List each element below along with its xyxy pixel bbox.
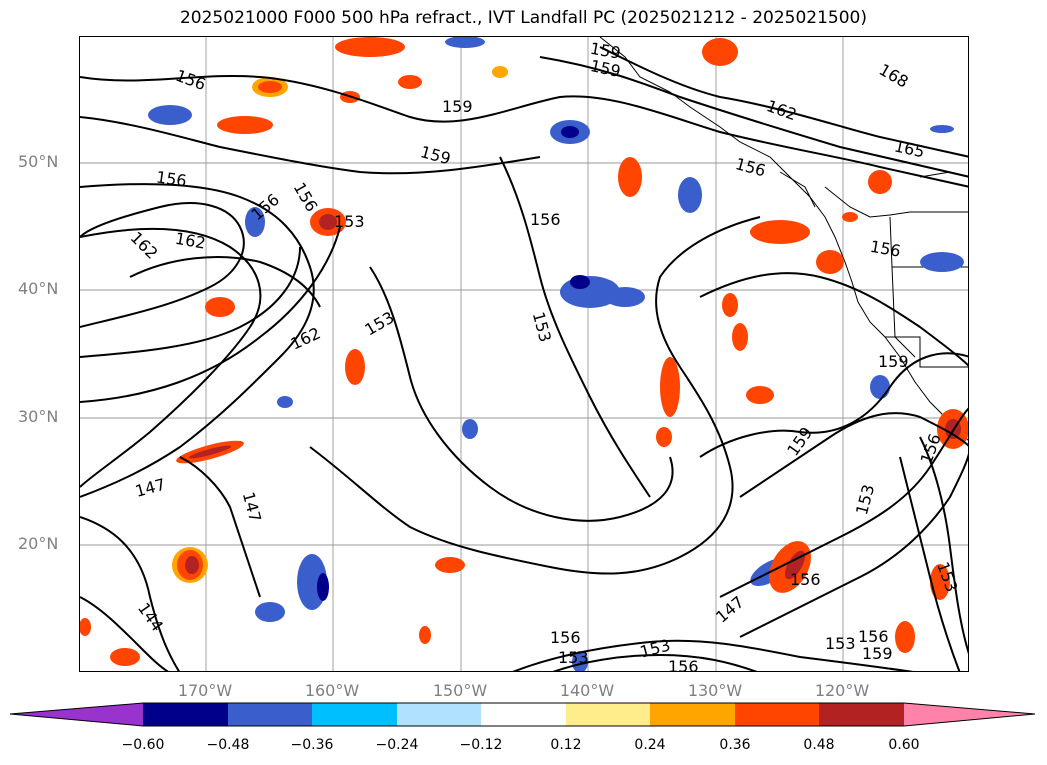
contour-label: 156 bbox=[550, 628, 581, 647]
colorbar-segment bbox=[397, 703, 481, 726]
colorbar-tick-label: −0.48 bbox=[206, 737, 250, 753]
contour-lines bbox=[80, 46, 968, 671]
contour-label: 153 bbox=[334, 212, 365, 231]
lon-label-140w: 140°W bbox=[559, 681, 615, 700]
colorbar-tick-label: −0.12 bbox=[459, 737, 503, 753]
contour-label: 159 bbox=[783, 424, 816, 460]
graticule bbox=[80, 37, 968, 671]
lat-label-50n: 50°N bbox=[18, 152, 59, 171]
colorbar-tick-label: 0.60 bbox=[888, 737, 920, 753]
contour-label: 144 bbox=[134, 599, 167, 635]
colorbar-segment bbox=[143, 703, 228, 726]
contour-label: 156 bbox=[530, 210, 561, 229]
contour-label: 156 bbox=[858, 627, 889, 646]
contour-label: 156 bbox=[290, 179, 322, 215]
contour-label: 153 bbox=[825, 634, 856, 653]
colorbar-segment bbox=[312, 703, 397, 726]
colorbar bbox=[10, 702, 1036, 727]
contour-label: 156 bbox=[916, 431, 944, 466]
lon-label-120w: 120°W bbox=[814, 681, 870, 700]
colorbar-tick-label: 0.24 bbox=[634, 737, 666, 753]
contour-label: 159 bbox=[442, 97, 473, 116]
map-panel[interactable]: 156 159 159 159 156 162 168 165 159 156 … bbox=[79, 36, 969, 672]
map-canvas[interactable]: 156 159 159 159 156 162 168 165 159 156 … bbox=[80, 37, 969, 672]
contour-label: 147 bbox=[133, 475, 167, 501]
lon-label-170w: 170°W bbox=[177, 681, 233, 700]
map-title: 2025021000 F000 500 hPa refract., IVT La… bbox=[179, 8, 867, 28]
contour-label: 162 bbox=[288, 323, 324, 353]
colorbar-segment bbox=[819, 703, 904, 726]
colorbar-segment bbox=[650, 703, 735, 726]
colorbar-segment bbox=[481, 703, 566, 726]
contour-label: 162 bbox=[174, 229, 207, 253]
lat-label-30n: 30°N bbox=[18, 407, 59, 426]
contour-label: 156 bbox=[733, 154, 767, 180]
colorbar-segment bbox=[228, 703, 312, 726]
anomaly-fill bbox=[80, 37, 968, 671]
colorbar-segment bbox=[566, 703, 650, 726]
colorbar-tick-label: 0.12 bbox=[550, 737, 582, 753]
contour-label: 156 bbox=[668, 657, 699, 672]
contour-label: 156 bbox=[869, 237, 902, 261]
contour-label: 147 bbox=[712, 592, 748, 626]
contour-label: 153 bbox=[558, 648, 589, 667]
colorbar-tick-label: 0.36 bbox=[719, 737, 751, 753]
contour-label: 165 bbox=[893, 136, 927, 161]
colorbar-tick-label: −0.36 bbox=[290, 737, 334, 753]
colorbar-segment bbox=[904, 703, 1035, 726]
contour-label: 153 bbox=[852, 482, 878, 516]
contour-label: 168 bbox=[876, 60, 912, 92]
lon-label-160w: 160°W bbox=[304, 681, 360, 700]
lat-label-40n: 40°N bbox=[18, 279, 59, 298]
contour-label: 147 bbox=[239, 490, 265, 524]
contour-label: 153 bbox=[529, 310, 555, 344]
contour-label: 156 bbox=[155, 167, 188, 190]
colorbar-tick-label: −0.24 bbox=[375, 737, 419, 753]
lat-label-20n: 20°N bbox=[18, 534, 59, 553]
lon-label-130w: 130°W bbox=[687, 681, 743, 700]
contour-label: 159 bbox=[878, 352, 909, 371]
lon-label-150w: 150°W bbox=[432, 681, 488, 700]
colorbar-segment bbox=[735, 703, 819, 726]
contour-label: 159 bbox=[862, 644, 893, 663]
contour-label: 159 bbox=[418, 142, 452, 168]
colorbar-segment bbox=[10, 703, 143, 726]
contour-label: 156 bbox=[173, 66, 208, 94]
colorbar-tick-label: −0.60 bbox=[121, 737, 165, 753]
contour-label: 162 bbox=[764, 96, 799, 124]
colorbar-tick-label: 0.48 bbox=[803, 737, 835, 753]
contour-label: 156 bbox=[790, 570, 821, 589]
contour-label: 162 bbox=[127, 228, 162, 263]
